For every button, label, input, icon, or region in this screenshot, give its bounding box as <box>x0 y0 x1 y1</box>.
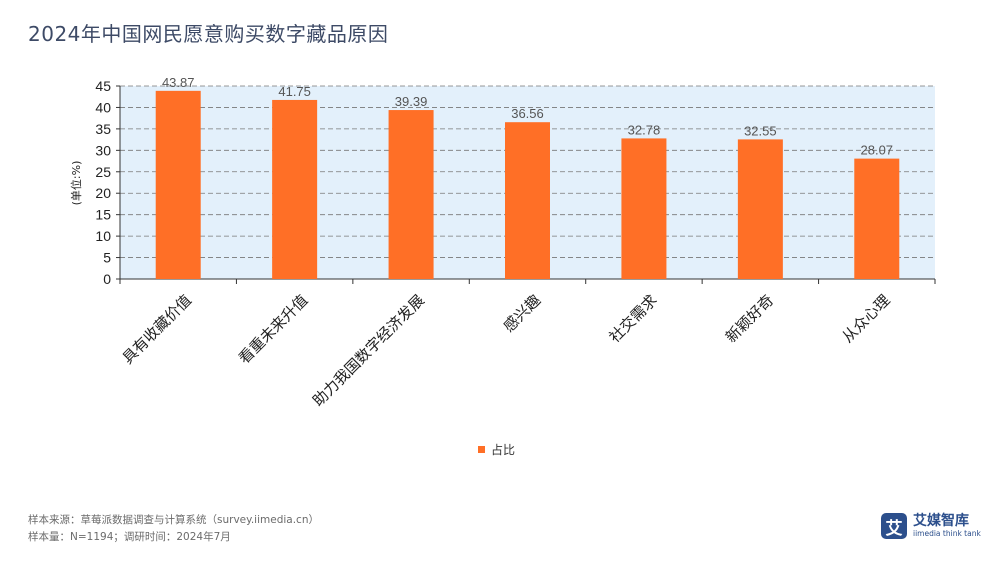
logo-icon: 艾 <box>881 513 907 539</box>
bar <box>737 139 783 279</box>
legend-label: 占比 <box>491 443 516 457</box>
logo-tagline: iimedia think tank <box>913 529 981 538</box>
bar <box>621 138 667 279</box>
data-label: 32.78 <box>628 122 661 137</box>
brand-logo: 艾 艾媒智库 iimedia think tank <box>881 513 981 539</box>
x-tick-label: 社交需求 <box>606 291 661 346</box>
footer-source: 样本来源：草莓派数据调查与计算系统（survey.iimedia.cn） <box>28 514 319 526</box>
y-tick-label: 5 <box>103 250 111 266</box>
bar <box>388 110 434 279</box>
data-label: 36.56 <box>511 106 544 121</box>
bar <box>854 158 900 279</box>
footer-sample: 样本量：N=1194；调研时间：2024年7月 <box>28 531 231 543</box>
y-tick-label: 0 <box>103 271 111 287</box>
bar <box>155 90 201 280</box>
data-label: 41.75 <box>278 84 311 99</box>
x-tick-label: 感兴趣 <box>500 291 545 336</box>
x-tick-label: 助力我国数字经济发展 <box>309 291 428 410</box>
bar <box>505 122 550 280</box>
y-tick-label: 20 <box>95 185 111 201</box>
data-label: 32.55 <box>744 123 777 138</box>
logo-name: 艾媒智库 <box>913 513 969 529</box>
data-label: 39.39 <box>395 94 428 109</box>
y-tick-label: 45 <box>95 78 111 94</box>
x-tick-label: 从众心理 <box>838 291 893 346</box>
y-tick-label: 25 <box>95 164 111 180</box>
bar <box>272 99 318 279</box>
y-tick-label: 40 <box>95 99 111 115</box>
footer: 样本来源：草莓派数据调查与计算系统（survey.iimedia.cn） 样本量… <box>28 512 319 546</box>
legend: 占比 <box>478 441 515 458</box>
x-tick-label: 新颖好奇 <box>722 291 777 346</box>
y-tick-label: 30 <box>95 142 111 158</box>
data-label: 43.87 <box>162 75 195 90</box>
y-tick-label: 15 <box>95 207 111 223</box>
x-tick-label: 看重未来升值 <box>235 291 311 367</box>
y-tick-label: 10 <box>95 228 111 244</box>
y-tick-label: 35 <box>95 121 111 137</box>
chart-title: 2024年中国网民愿意购买数字藏品原因 <box>28 22 389 46</box>
data-label: 28.07 <box>861 143 894 158</box>
x-tick-label: 具有收藏价值 <box>119 291 195 367</box>
y-axis-label: (单位:%) <box>69 161 83 206</box>
legend-swatch <box>478 446 485 453</box>
